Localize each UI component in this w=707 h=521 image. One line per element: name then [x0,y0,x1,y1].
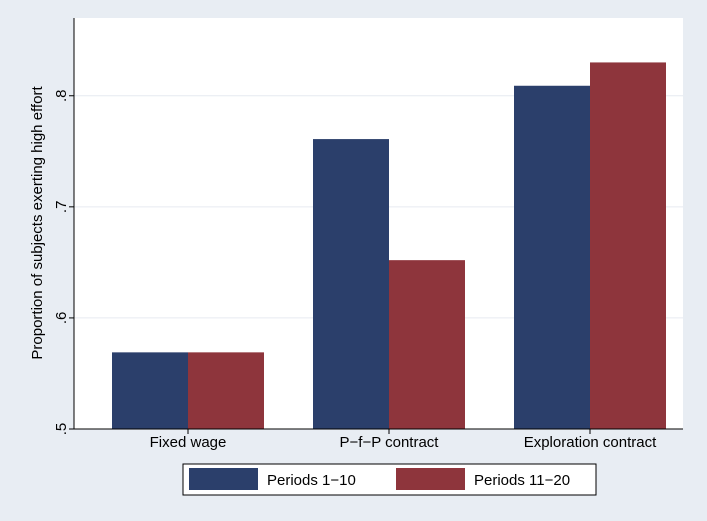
y-tick-label: .8 [53,89,70,102]
x-ticks: Fixed wage P−f−P contract Exploration cont… [150,429,657,451]
bar [514,85,590,429]
bar [313,139,389,430]
x-tick-label: Exploration contract [524,434,657,451]
x-tick-label: Fixed wage [150,434,227,451]
axes [73,18,683,430]
bar [188,352,264,429]
legend-swatch-periods-1-10 [189,468,258,490]
bars [112,62,666,430]
legend-label-periods-11-20: Periods 11−20 [474,472,570,489]
bar [389,260,465,429]
bar [590,62,666,429]
y-tick-label: .7 [53,201,70,214]
y-tick-label: .5 [53,423,70,436]
bar [112,352,188,429]
y-ticks: .5 .6 .7 .8 [53,89,74,435]
legend-swatch-periods-11-20 [396,468,465,490]
y-axis-label: Proportion of subjects exerting high eff… [29,86,46,360]
x-tick-label: P−f−P contract [340,434,440,451]
legend: Periods 1−10 Periods 11−20 [182,463,597,496]
y-tick-label: .6 [53,312,70,325]
legend-label-periods-1-10: Periods 1−10 [267,472,356,489]
